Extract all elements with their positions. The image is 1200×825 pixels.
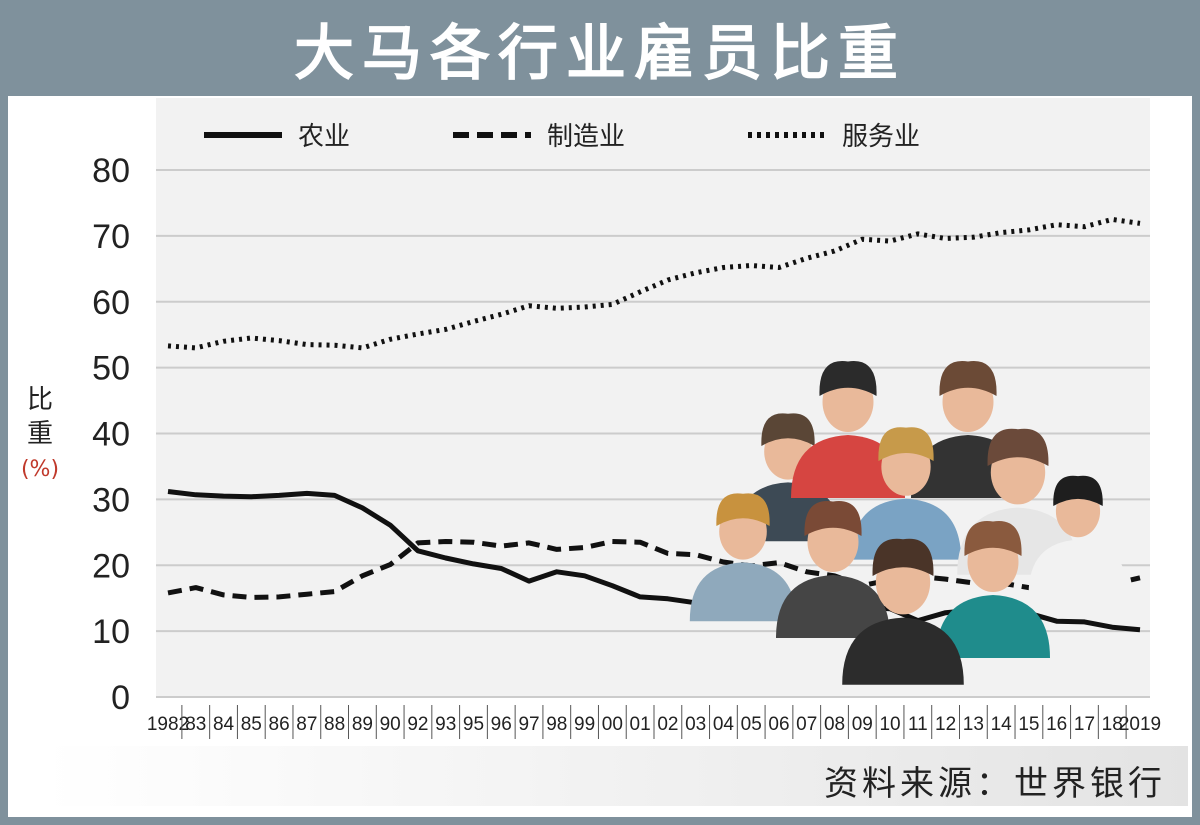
- chart-title: 大马各行业雇员比重: [294, 18, 906, 89]
- x-tick-label: 88: [324, 714, 345, 735]
- y-tick-label: 40: [92, 416, 130, 454]
- person-hair-icon: [872, 538, 934, 576]
- person-hair-icon: [819, 361, 877, 396]
- x-tick-label: 09: [852, 714, 873, 735]
- y-tick-label: 10: [92, 613, 130, 651]
- chart-panel: 0 10 20 30 40 50 60 70 80 比重 (%) 1982 83 84 85 86 87 88 89…: [8, 96, 1192, 817]
- x-tick-label: 01: [630, 714, 651, 735]
- x-tick-label: 05: [741, 714, 762, 735]
- x-tick-label: 17: [1074, 714, 1095, 735]
- x-tick-label: 12: [935, 714, 956, 735]
- person-hair-icon: [964, 521, 1022, 556]
- x-tick-label: 11: [908, 714, 928, 735]
- title-bar: 大马各行业雇员比重: [0, 0, 1200, 96]
- x-tick-label: 04: [713, 714, 735, 735]
- y-tick-label: 20: [92, 547, 130, 585]
- legend-label: 制造业: [547, 122, 625, 152]
- x-tick-label: 98: [546, 714, 567, 735]
- x-tick-label: 83: [185, 714, 206, 735]
- y-tick-label: 30: [92, 481, 130, 519]
- person-hair-icon: [761, 413, 815, 446]
- y-tick-label: 80: [92, 152, 130, 190]
- x-tick-label: 92: [407, 714, 428, 735]
- x-tick-label: 06: [768, 714, 789, 735]
- person-body-icon: [791, 435, 905, 498]
- person-hair-icon: [804, 501, 862, 536]
- person-body-icon: [842, 617, 964, 685]
- y-tick-label: 60: [92, 284, 130, 322]
- y-axis-unit: (%): [21, 457, 59, 482]
- x-tick-label: 10: [879, 714, 900, 735]
- x-tick-label: 02: [657, 714, 678, 735]
- y-axis-label: 重: [27, 419, 53, 449]
- workers-illustration: [689, 361, 1128, 685]
- x-tick-label: 1982: [147, 714, 189, 735]
- x-tick-label: 00: [602, 714, 623, 735]
- x-tick-label: 89: [352, 714, 373, 735]
- person-hair-icon: [939, 361, 997, 396]
- series-line-dashed: [167, 539, 1141, 600]
- x-tick-label: 97: [518, 714, 539, 735]
- x-tick-label: 93: [435, 714, 456, 735]
- x-tick-label: 95: [463, 714, 484, 735]
- x-tick-label: 15: [1018, 714, 1039, 735]
- y-tick-label: 70: [92, 218, 130, 256]
- person-body-icon: [936, 595, 1050, 658]
- person-hair-icon: [1053, 475, 1103, 506]
- series-line-dotted: [167, 216, 1141, 351]
- y-axis-label: 比: [27, 385, 53, 415]
- x-tick-label: 86: [269, 714, 290, 735]
- x-tick-label: 16: [1046, 714, 1067, 735]
- person-body-icon: [850, 498, 962, 560]
- x-tick-label: 03: [685, 714, 706, 735]
- source-bar: 资料来源：世界银行: [44, 746, 1188, 806]
- person-body-icon: [689, 562, 797, 622]
- x-tick-label: 08: [824, 714, 845, 735]
- person-body-icon: [776, 575, 890, 638]
- x-tick-label: 87: [296, 714, 317, 735]
- x-tick-label: 14: [991, 714, 1013, 735]
- legend-label: 服务业: [842, 122, 920, 152]
- x-tick-label: 99: [574, 714, 595, 735]
- y-tick-label: 0: [111, 679, 130, 717]
- person-hair-icon: [878, 427, 934, 461]
- x-tick-label: 07: [796, 714, 817, 735]
- x-tick-label: 96: [491, 714, 512, 735]
- x-tick-label: 90: [380, 714, 401, 735]
- legend-label: 农业: [298, 122, 350, 152]
- person-hair-icon: [716, 493, 770, 526]
- x-tick-label: 18: [1102, 714, 1123, 735]
- x-tick-label: 13: [963, 714, 984, 735]
- person-hair-icon: [987, 428, 1049, 466]
- x-tick-label: 85: [241, 714, 262, 735]
- y-tick-label: 50: [92, 350, 130, 388]
- x-tick-label: 84: [213, 714, 235, 735]
- person-body-icon: [1028, 539, 1128, 595]
- source-note: 资料来源：世界银行: [824, 764, 1166, 804]
- x-tick-label: 2019: [1119, 714, 1161, 735]
